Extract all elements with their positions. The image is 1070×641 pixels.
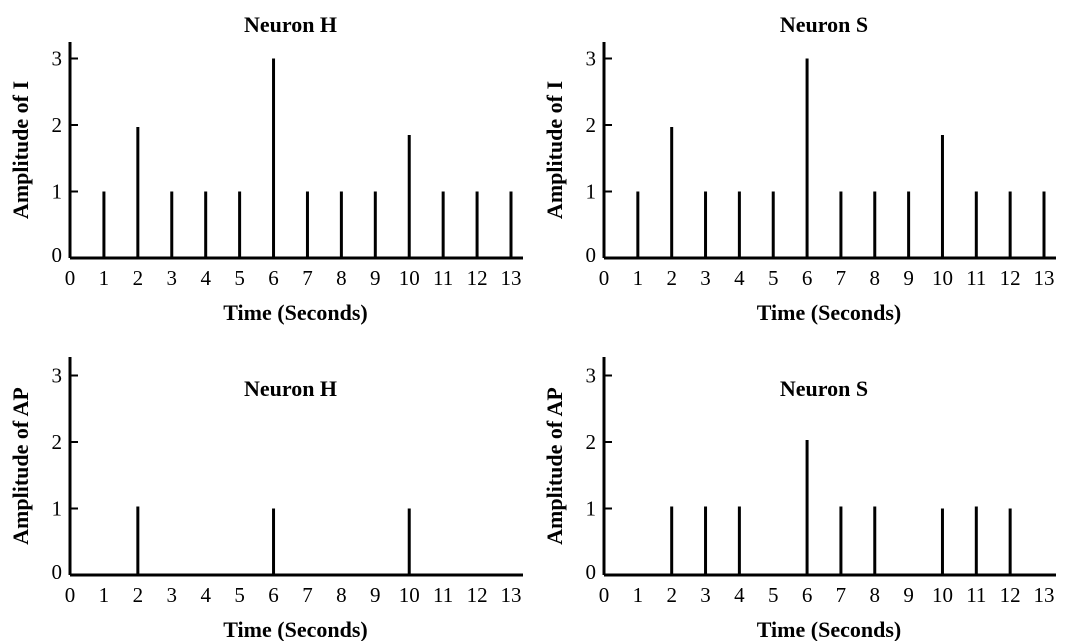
panel-1-y-tick-label: 2 <box>52 113 63 137</box>
panel-4-x-tick-label: 8 <box>870 583 881 607</box>
panel-3-x-tick-label: 0 <box>65 583 76 607</box>
panel-2-x-tick-label: 5 <box>768 266 779 290</box>
panel-2-x-tick-label: 9 <box>903 266 914 290</box>
panel-2-x-tick-label: 8 <box>870 266 881 290</box>
panel-3-y-tick-label: 3 <box>52 364 63 388</box>
panel-3-x-tick-label: 7 <box>302 583 313 607</box>
panel-3-y-label: Amplitude of AP <box>8 387 33 545</box>
panel-2-x-tick-label: 0 <box>599 266 610 290</box>
panel-3-title: Neuron H <box>244 376 337 401</box>
panel-3-x-tick-label: 3 <box>167 583 178 607</box>
panel-2-x-tick-label: 13 <box>1034 266 1055 290</box>
panel-3-y-tick-label: 2 <box>52 430 63 454</box>
panel-3-x-tick-label: 1 <box>99 583 110 607</box>
panel-1-x-tick-label: 11 <box>433 266 453 290</box>
panel-1-y-label: Amplitude of I <box>8 81 33 219</box>
panel-4-x-tick-label: 6 <box>802 583 813 607</box>
panel-1-x-tick-label: 5 <box>234 266 245 290</box>
panel-1-x-tick-label: 0 <box>65 266 76 290</box>
panel-4-y-tick-label: 3 <box>586 364 597 388</box>
panel-3-x-tick-label: 10 <box>399 583 420 607</box>
panel-3-x-tick-label: 9 <box>370 583 381 607</box>
panel-4-x-tick-label: 11 <box>966 583 986 607</box>
panel-4-x-tick-label: 3 <box>700 583 711 607</box>
panel-2-x-tick-label: 11 <box>966 266 986 290</box>
panel-3-x-tick-label: 4 <box>200 583 211 607</box>
panel-3-x-tick-label: 5 <box>234 583 245 607</box>
panel-2-title: Neuron S <box>780 12 868 37</box>
panel-1-x-tick-label: 1 <box>99 266 110 290</box>
panel-3-x-tick-label: 8 <box>336 583 347 607</box>
panel-1-x-label: Time (Seconds) <box>223 300 367 325</box>
panel-2-y-tick-label: 2 <box>586 113 597 137</box>
panel-2-x-tick-label: 10 <box>932 266 953 290</box>
panel-2-x-tick-label: 12 <box>1000 266 1021 290</box>
panel-3-y-tick-label: 1 <box>52 497 63 521</box>
panel-4-x-tick-label: 0 <box>599 583 610 607</box>
panel-1-x-tick-label: 9 <box>370 266 381 290</box>
panel-3-x-tick-label: 12 <box>467 583 488 607</box>
panel-1-x-tick-label: 2 <box>133 266 144 290</box>
panel-4-x-tick-label: 13 <box>1034 583 1055 607</box>
panel-1-title: Neuron H <box>244 12 337 37</box>
panel-4-x-tick-label: 1 <box>633 583 644 607</box>
panel-3-x-tick-label: 13 <box>501 583 522 607</box>
panel-2-x-label: Time (Seconds) <box>757 300 901 325</box>
panel-1-x-tick-label: 13 <box>501 266 522 290</box>
panel-3-x-tick-label: 6 <box>268 583 279 607</box>
panel-1-y-tick-label: 1 <box>52 180 63 204</box>
panel-2-y-tick-label: 0 <box>586 243 597 267</box>
panel-2-x-tick-label: 7 <box>836 266 847 290</box>
panel-1-y-tick-label: 0 <box>52 243 63 267</box>
panel-2-y-tick-label: 1 <box>586 180 597 204</box>
panel-4-x-tick-label: 2 <box>666 583 677 607</box>
panel-4-x-tick-label: 12 <box>1000 583 1021 607</box>
panel-2-x-tick-label: 2 <box>666 266 677 290</box>
panel-4-y-tick-label: 2 <box>586 430 597 454</box>
panel-2-y-tick-label: 3 <box>586 47 597 71</box>
panel-4-x-tick-label: 9 <box>903 583 914 607</box>
panel-1-x-tick-label: 4 <box>200 266 211 290</box>
panel-4-y-label: Amplitude of AP <box>542 387 567 545</box>
panel-2-x-tick-label: 6 <box>802 266 813 290</box>
panel-2-x-tick-label: 4 <box>734 266 745 290</box>
panel-2-x-tick-label: 3 <box>700 266 711 290</box>
panel-4-x-tick-label: 10 <box>932 583 953 607</box>
panel-4-x-label: Time (Seconds) <box>757 617 901 641</box>
panel-4-y-tick-label: 0 <box>586 560 597 584</box>
panel-1-x-tick-label: 6 <box>268 266 279 290</box>
panel-4-x-tick-label: 4 <box>734 583 745 607</box>
panel-1-y-tick-label: 3 <box>52 47 63 71</box>
panel-4-title: Neuron S <box>780 376 868 401</box>
panel-2-x-tick-label: 1 <box>633 266 644 290</box>
panel-3-x-tick-label: 11 <box>433 583 453 607</box>
panel-3-x-label: Time (Seconds) <box>223 617 367 641</box>
panel-4-x-tick-label: 7 <box>836 583 847 607</box>
panel-1-x-tick-label: 10 <box>399 266 420 290</box>
panel-3-y-tick-label: 0 <box>52 560 63 584</box>
panel-1-x-tick-label: 7 <box>302 266 313 290</box>
panel-3-x-tick-label: 2 <box>133 583 144 607</box>
panel-4-y-tick-label: 1 <box>586 497 597 521</box>
panel-4-x-tick-label: 5 <box>768 583 779 607</box>
panel-1-x-tick-label: 8 <box>336 266 347 290</box>
panel-1-x-tick-label: 12 <box>467 266 488 290</box>
panel-1-x-tick-label: 3 <box>167 266 178 290</box>
panel-2-y-label: Amplitude of I <box>542 81 567 219</box>
